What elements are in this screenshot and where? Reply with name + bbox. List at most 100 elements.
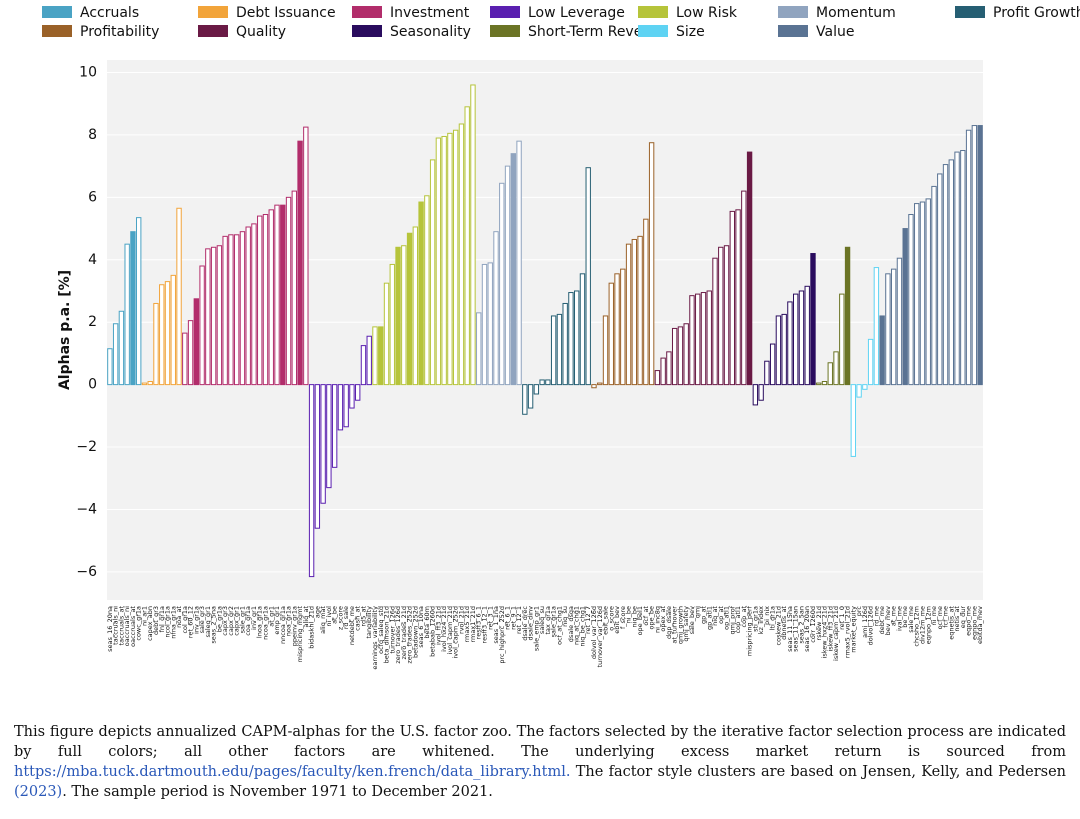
x-tick-label: nfna_gr1a (169, 606, 177, 639)
x-tick-label: turnover_126d (388, 606, 396, 654)
x-tick-label: sale_emp_gr1 (532, 606, 540, 651)
bar (654, 370, 661, 386)
x-tick-label: seas_16_20na (106, 606, 114, 652)
bar (695, 293, 701, 386)
legend-swatch (490, 6, 520, 18)
x-tick-label: dsale_drec (521, 606, 529, 641)
bar (579, 273, 586, 386)
x-tick-label: kz_index (757, 606, 765, 634)
bar (441, 135, 447, 386)
x-tick-label: bidaskhl_21d (308, 606, 316, 649)
legend-swatch (778, 6, 808, 18)
x-tick-label: at_be (331, 606, 339, 624)
caption-text: The factor style clusters are based on J… (575, 764, 1066, 780)
x-tick-label: cop_atl1 (734, 606, 742, 633)
bar (821, 381, 828, 386)
caption-link[interactable]: https://mba.tuck.dartmouth.edu/pages/fac… (14, 764, 571, 780)
bar (406, 232, 413, 386)
x-tick-label: zero_trades_126d (394, 606, 402, 664)
x-tick-label: noa_gr1a (285, 606, 293, 636)
bar (199, 265, 205, 386)
x-tick-label: ope_bel1 (636, 606, 644, 635)
x-tick-label: iskew_capm_21d (832, 606, 840, 661)
x-tick-label: rd_sale (342, 606, 350, 629)
x-tick-label: dsale_dinv (527, 606, 535, 641)
x-tick-label: ope_be (648, 606, 656, 629)
bar (159, 284, 165, 386)
bar (539, 379, 545, 386)
x-tick-label: mispricing_perf (746, 605, 754, 656)
bar (470, 84, 476, 386)
bar (153, 302, 159, 386)
bar (452, 129, 459, 386)
bar (550, 315, 557, 386)
bar (360, 345, 367, 386)
x-tick-label: taccruals_at (117, 606, 125, 646)
bar (602, 315, 609, 386)
bar (401, 245, 407, 386)
x-tick-label: niq_at (711, 606, 719, 626)
x-tick-label: beta_60m (423, 606, 431, 639)
bar (476, 312, 482, 386)
x-tick-label: ebit_bev (613, 606, 621, 634)
x-tick-label: dgp_dsale (665, 606, 673, 639)
bar (314, 384, 321, 529)
x-tick-label: rd_me (872, 606, 880, 626)
x-tick-label: niq_be_chg1 (578, 606, 586, 647)
y-tick-label: 0 (88, 377, 97, 393)
x-tick-label: ivol_ff3_21d (434, 606, 442, 645)
x-tick-label: zero_trades_252d (406, 606, 414, 664)
x-tick-label: coskew_21d (774, 606, 782, 645)
caption-year[interactable]: (2023) (14, 784, 63, 800)
legend-swatch (42, 6, 72, 18)
x-tick-label: fcf_me (942, 606, 950, 628)
legend-swatch (490, 25, 520, 37)
chart: Alphas p.a. [%] −6 −4 −2 0 2 4 6 8 10 seas_16_20n… (42, 5, 1080, 670)
bar (216, 245, 223, 386)
bar (862, 384, 868, 390)
x-tick-label: z_score (336, 606, 344, 630)
bar (378, 326, 384, 386)
bar (816, 382, 822, 386)
bar (291, 190, 297, 386)
bar (948, 159, 954, 386)
x-tick-label: capex_abn (146, 606, 154, 641)
bar (850, 384, 857, 457)
bar (706, 290, 712, 386)
bar (389, 263, 395, 386)
bar (233, 234, 240, 386)
x-tick-label: oaccruals_at (129, 606, 137, 647)
x-tick-label: debt_me (878, 606, 886, 634)
x-tick-label: seas_6_10na (417, 606, 425, 648)
bar (648, 142, 655, 386)
legend-label: Investment (390, 5, 470, 21)
bar (919, 201, 926, 386)
x-tick-label: be_gr1a (215, 606, 223, 632)
bar (723, 245, 730, 386)
x-tick-label: sti_gr1a (751, 606, 759, 632)
x-tick-label: cop_at (740, 606, 748, 628)
bar (504, 165, 511, 386)
x-tick-label: div12m_me (918, 606, 926, 644)
bar (620, 268, 626, 386)
bar (522, 384, 528, 415)
bar (383, 282, 390, 386)
legend-label: Accruals (80, 5, 139, 21)
caption: This figure depicts annualized CAPM-alph… (14, 722, 1066, 802)
x-tick-label: eq_dur (959, 606, 967, 629)
x-tick-label: dsale_dsga (567, 606, 575, 642)
bar (804, 285, 810, 386)
x-tick-label: be_me (901, 606, 909, 628)
bar (827, 362, 833, 386)
bar (147, 381, 153, 386)
x-tick-label: beta_dimson_21d (383, 606, 391, 663)
bar (251, 223, 257, 386)
x-tick-label: rmax5_rvol_21d (844, 606, 852, 658)
x-tick-label: oaccruals_ni (123, 606, 131, 646)
x-tick-label: mispricing_mgmt (296, 606, 304, 663)
x-tick-label: qmj_prof (728, 605, 736, 634)
x-tick-label: age (313, 606, 321, 618)
bar (666, 351, 672, 386)
legend-label: Momentum (816, 5, 896, 21)
bar (562, 302, 568, 386)
